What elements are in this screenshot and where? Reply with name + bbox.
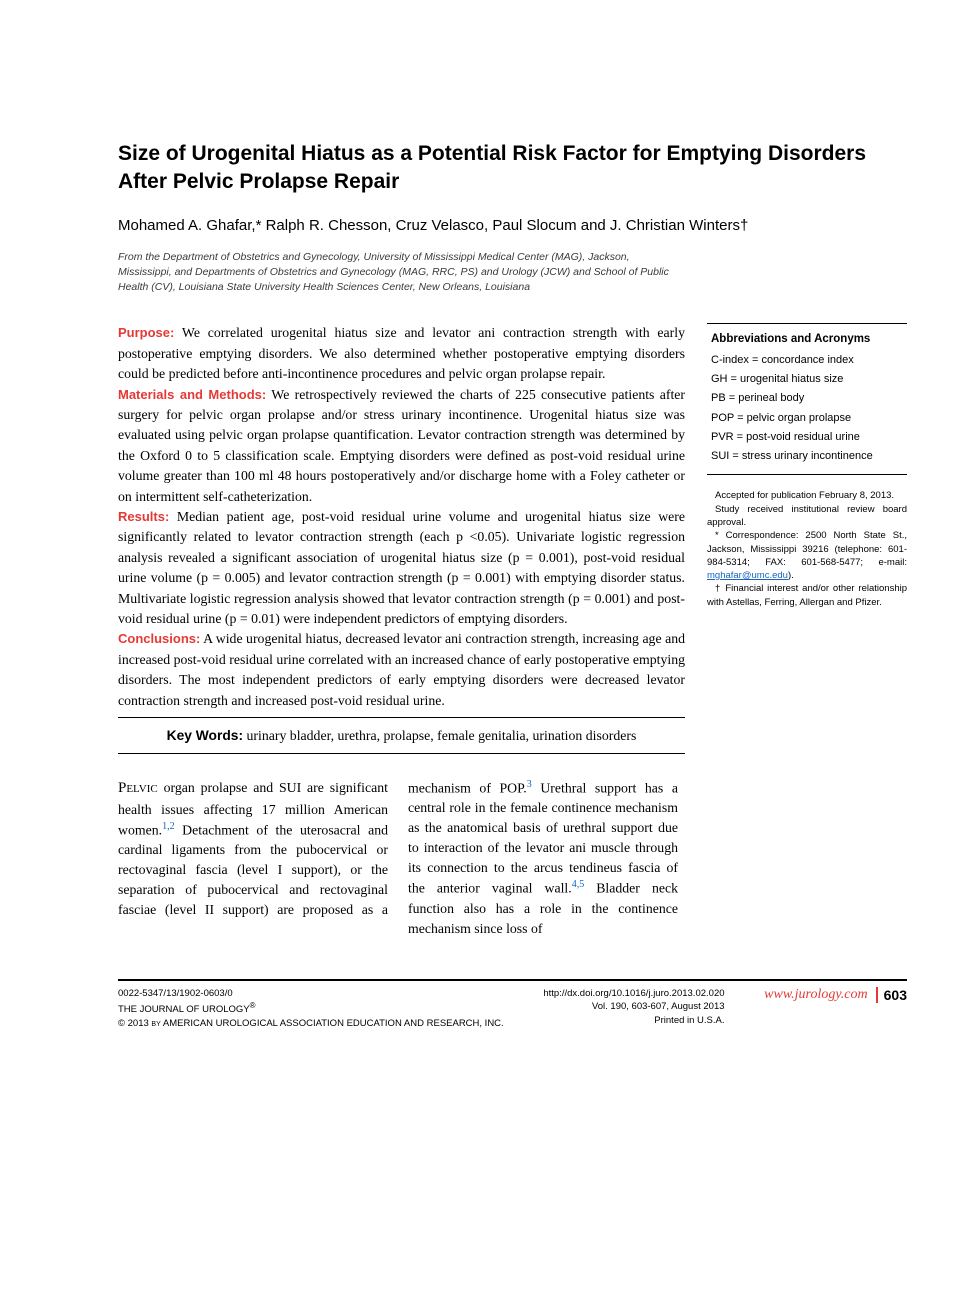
abbrev-item: C-index = concordance index bbox=[711, 351, 903, 370]
sidebar-notes: Accepted for publication February 8, 201… bbox=[707, 489, 907, 609]
abbrev-item: PB = perineal body bbox=[711, 389, 903, 408]
footer-center: http://dx.doi.org/10.1016/j.juro.2013.02… bbox=[543, 987, 724, 1027]
correspondence-note: * Correspondence: 2500 North State St., … bbox=[707, 529, 907, 582]
ref-1-2[interactable]: 1,2 bbox=[162, 821, 175, 832]
page-number: 603 bbox=[876, 987, 907, 1003]
printed-in: Printed in U.S.A. bbox=[543, 1014, 724, 1027]
page-footer: 0022-5347/13/1902-0603/0 THE JOURNAL OF … bbox=[118, 979, 907, 1030]
affiliation: From the Department of Obstetrics and Gy… bbox=[118, 250, 678, 296]
ref-4-5[interactable]: 4,5 bbox=[572, 879, 585, 890]
doi: http://dx.doi.org/10.1016/j.juro.2013.02… bbox=[543, 987, 724, 1000]
keywords-divider bbox=[118, 753, 685, 754]
article-title: Size of Urogenital Hiatus as a Potential… bbox=[118, 140, 907, 197]
volume-info: Vol. 190, 603-607, August 2013 bbox=[543, 1000, 724, 1013]
abbreviations-box: Abbreviations and Acronyms C-index = con… bbox=[707, 323, 907, 475]
issn: 0022-5347/13/1902-0603/0 bbox=[118, 987, 504, 1000]
body-para1c: Urethral support has a central role in t… bbox=[408, 780, 678, 896]
conclusions-text: A wide urogenital hiatus, decreased leva… bbox=[118, 631, 685, 707]
keywords-block: Key Words: urinary bladder, urethra, pro… bbox=[118, 726, 685, 747]
email-link[interactable]: mghafar@umc.edu bbox=[707, 570, 788, 581]
accepted-note: Accepted for publication February 8, 201… bbox=[707, 489, 907, 502]
abbrev-item: PVR = post-void residual urine bbox=[711, 428, 903, 447]
keywords-text: urinary bladder, urethra, prolapse, fema… bbox=[247, 728, 637, 743]
abbrev-title: Abbreviations and Acronyms bbox=[711, 332, 903, 348]
purpose-label: Purpose: bbox=[118, 325, 174, 340]
abstract-divider bbox=[118, 717, 685, 718]
abstract-column: Purpose: We correlated urogenital hiatus… bbox=[118, 323, 685, 939]
journal-url[interactable]: www.jurology.com bbox=[764, 987, 867, 1003]
first-word: Pelvic bbox=[118, 780, 158, 796]
financial-note: † Financial interest and/or other relati… bbox=[707, 582, 907, 609]
results-text: Median patient age, post-void residual u… bbox=[118, 509, 685, 626]
abbrev-item: SUI = stress urinary incontinence bbox=[711, 447, 903, 466]
abstract: Purpose: We correlated urogenital hiatus… bbox=[118, 323, 685, 711]
results-label: Results: bbox=[118, 509, 169, 524]
journal-name: THE JOURNAL OF UROLOGY® bbox=[118, 1000, 504, 1016]
keywords-label: Key Words: bbox=[167, 728, 243, 743]
footer-left: 0022-5347/13/1902-0603/0 THE JOURNAL OF … bbox=[118, 987, 504, 1030]
methods-label: Materials and Methods: bbox=[118, 387, 266, 402]
abbrev-item: POP = pelvic organ prolapse bbox=[711, 409, 903, 428]
irb-note: Study received institutional review boar… bbox=[707, 503, 907, 530]
author-list: Mohamed A. Ghafar,* Ralph R. Chesson, Cr… bbox=[118, 215, 907, 236]
methods-text: We retrospectively reviewed the charts o… bbox=[118, 387, 685, 504]
purpose-text: We correlated urogenital hiatus size and… bbox=[118, 325, 685, 381]
abbrev-item: GH = urogenital hiatus size bbox=[711, 370, 903, 389]
main-content-row: Purpose: We correlated urogenital hiatus… bbox=[118, 323, 907, 939]
conclusions-label: Conclusions: bbox=[118, 631, 200, 646]
copyright: © 2013 by AMERICAN UROLOGICAL ASSOCIATIO… bbox=[118, 1017, 504, 1030]
sidebar-column: Abbreviations and Acronyms C-index = con… bbox=[707, 323, 907, 609]
body-text: Pelvic organ prolapse and SUI are signif… bbox=[118, 778, 678, 939]
footer-right: www.jurology.com 603 bbox=[764, 987, 907, 1003]
